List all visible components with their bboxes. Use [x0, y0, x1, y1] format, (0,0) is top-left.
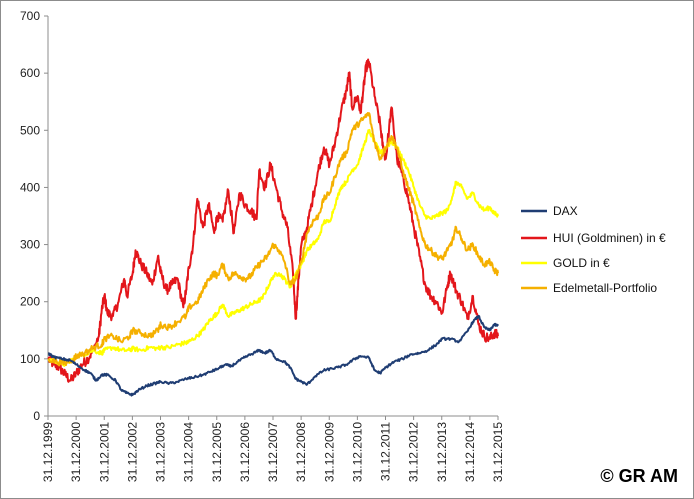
x-tick-label: 31.12.2006 [238, 422, 252, 482]
series-line-0 [47, 315, 499, 397]
series-line-3 [47, 112, 499, 367]
series-line-1 [47, 58, 499, 383]
chart-axes: 0 100 200 300 400 500 600 700 31.12.1999 31.12.20… [20, 9, 505, 482]
x-tick-label: 31.12.2009 [322, 422, 336, 482]
y-tick-label: 100 [20, 352, 40, 366]
legend-label-0: DAX [553, 204, 578, 218]
copyright-label: © GR AM [600, 466, 678, 486]
x-tick-label: 31.12.2003 [154, 422, 168, 482]
x-tick-label: 31.12.2008 [294, 422, 308, 482]
x-tick-label: 31.12.2007 [266, 422, 280, 482]
x-tick-label: 31.12.2001 [97, 422, 111, 482]
y-tick-label: 200 [20, 295, 40, 309]
y-tick-label: 600 [20, 66, 40, 80]
x-tick-label: 31.12.2013 [435, 422, 449, 482]
y-tick-label: 400 [20, 180, 40, 194]
series-line-2 [47, 128, 499, 367]
x-tick-label: 31.12.2005 [210, 422, 224, 482]
legend-label-1: HUI (Goldminen) in € [553, 231, 666, 245]
x-tick-label: 31.12.2010 [350, 422, 364, 482]
x-tick-label: 31.12.2004 [182, 422, 196, 482]
x-tick-label: 31.12.2002 [125, 422, 139, 482]
x-tick-label: 31.12.2012 [407, 422, 421, 482]
y-tick-label: 700 [20, 9, 40, 23]
legend-label-2: GOLD in € [553, 256, 610, 270]
legend-label-3: Edelmetall-Portfolio [553, 281, 657, 295]
chart-series [47, 58, 499, 397]
x-tick-label: 31.12.2014 [463, 422, 477, 482]
x-tick-label: 31.12.2015 [491, 422, 505, 482]
y-tick-label: 300 [20, 238, 40, 252]
chart-legend: DAX HUI (Goldminen) in € GOLD in € Edelmeta… [521, 204, 666, 295]
x-tick-label: 31.12.1999 [41, 422, 55, 482]
y-tick-label: 500 [20, 123, 40, 137]
x-tick-label: 31.12.2000 [69, 422, 83, 482]
x-tick-label: 31.12.2011 [379, 422, 393, 481]
y-tick-label: 0 [33, 409, 40, 423]
